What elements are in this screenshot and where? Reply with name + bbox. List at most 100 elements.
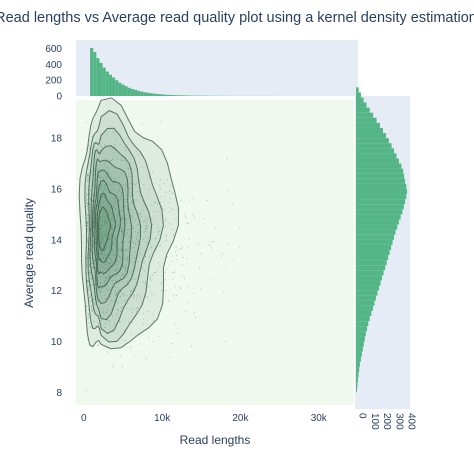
right-histogram-bar [356, 168, 404, 174]
scatter-point [121, 250, 123, 252]
scatter-point [101, 196, 103, 198]
scatter-point [112, 254, 114, 256]
scatter-point [132, 241, 135, 243]
scatter-point [175, 246, 177, 248]
scatter-point [99, 233, 101, 235]
scatter-point [100, 201, 102, 203]
scatter-point [174, 323, 176, 325]
scatter-point [117, 282, 119, 284]
scatter-point [120, 173, 122, 175]
scatter-point [105, 190, 107, 192]
scatter-point [159, 196, 161, 198]
scatter-point [88, 264, 90, 266]
scatter-point [88, 297, 90, 299]
scatter-point [115, 293, 117, 295]
scatter-point [181, 264, 183, 266]
scatter-point [130, 333, 132, 335]
scatter-point [103, 187, 105, 189]
scatter-point [100, 188, 103, 190]
scatter-point [103, 249, 105, 251]
scatter-point [121, 159, 123, 161]
right-histogram-bar [356, 270, 384, 276]
scatter-point [122, 222, 124, 224]
scatter-point [116, 308, 118, 310]
scatter-point [117, 214, 119, 216]
scatter-point [104, 298, 106, 300]
scatter-point [94, 224, 96, 227]
scatter-point [120, 250, 122, 252]
scatter-point [102, 240, 104, 243]
scatter-point [93, 258, 95, 260]
scatter-point [134, 290, 136, 292]
scatter-point [125, 220, 127, 222]
scatter-point [145, 225, 147, 227]
scatter-point [133, 212, 135, 214]
scatter-point [103, 164, 105, 166]
right-histogram-bar [356, 249, 390, 256]
scatter-point [98, 344, 100, 346]
scatter-point [141, 166, 143, 168]
scatter-point [140, 225, 142, 227]
scatter-point [128, 241, 130, 243]
scatter-point [125, 184, 127, 186]
scatter-point [142, 220, 144, 222]
scatter-point [90, 178, 92, 180]
scatter-point [99, 240, 101, 242]
right-histogram-bar [356, 178, 406, 184]
scatter-point [159, 265, 161, 267]
scatter-point [186, 222, 188, 224]
scatter-point [115, 323, 117, 325]
scatter-point [125, 270, 127, 272]
scatter-point [172, 209, 174, 211]
scatter-point [192, 197, 194, 199]
scatter-point [126, 267, 128, 269]
scatter-point [119, 295, 121, 297]
scatter-point [89, 192, 91, 194]
scatter-point [111, 279, 113, 281]
scatter-point [86, 222, 88, 224]
scatter-point [114, 268, 116, 270]
scatter-point [97, 325, 99, 327]
scatter-point [134, 279, 136, 281]
scatter-point [95, 186, 97, 188]
scatter-point [111, 227, 113, 229]
scatter-point [92, 183, 95, 185]
scatter-point [90, 294, 92, 296]
scatter-point [120, 194, 122, 196]
scatter-point [124, 205, 126, 207]
scatter-point [93, 180, 95, 182]
scatter-point [104, 280, 106, 282]
scatter-point [89, 198, 91, 200]
scatter-point [118, 185, 120, 187]
scatter-point [87, 193, 89, 196]
scatter-point [120, 276, 122, 278]
scatter-point [146, 216, 148, 219]
scatter-point [120, 191, 122, 193]
top-histogram-bar [118, 82, 122, 96]
scatter-point [193, 292, 195, 294]
scatter-point [90, 248, 92, 250]
scatter-point [176, 259, 178, 261]
scatter-point [143, 260, 145, 262]
scatter-point [105, 206, 107, 208]
scatter-point [87, 224, 89, 226]
scatter-point [143, 140, 145, 142]
scatter-point [114, 237, 116, 239]
scatter-point [115, 293, 117, 295]
scatter-point [141, 267, 144, 269]
scatter-point [152, 313, 154, 315]
scatter-point [90, 240, 92, 242]
scatter-point [116, 259, 118, 261]
scatter-point [163, 196, 165, 198]
top-histogram-bar [112, 77, 116, 96]
scatter-point [151, 279, 153, 282]
scatter-point [114, 239, 116, 241]
scatter-point [100, 202, 102, 204]
scatter-point [125, 307, 127, 309]
scatter-point [125, 199, 127, 201]
x-tick-label: 30k [311, 413, 328, 424]
scatter-point [86, 198, 88, 200]
scatter-point [94, 283, 96, 285]
scatter-point [119, 176, 121, 178]
scatter-point [88, 254, 90, 256]
